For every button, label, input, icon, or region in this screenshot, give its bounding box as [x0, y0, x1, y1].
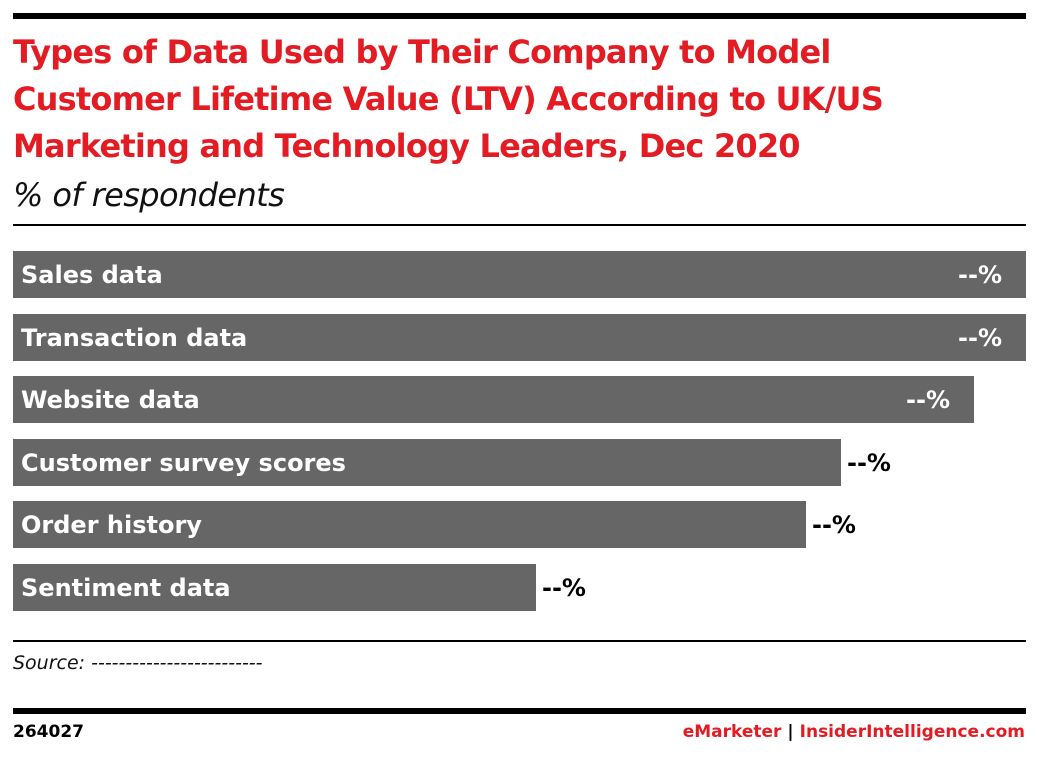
bar-value-label: --%	[812, 511, 856, 539]
bar-category-label: Customer survey scores	[21, 449, 346, 477]
source-note: Source: -------------------------	[13, 652, 263, 674]
header-rule	[13, 224, 1026, 226]
bar	[13, 564, 536, 611]
chart-title: Types of Data Used by Their Company to M…	[13, 29, 1028, 170]
bar	[13, 251, 1026, 298]
bottom-rule	[13, 708, 1026, 714]
chart-title-line-2: Customer Lifetime Value (LTV) According …	[13, 80, 884, 118]
bar	[13, 376, 974, 423]
bar-category-label: Website data	[21, 386, 200, 414]
bar-category-label: Transaction data	[21, 324, 247, 352]
bar	[13, 314, 1026, 361]
brand-emarketer: eMarketer	[682, 722, 782, 742]
chart-subtitle: % of respondents	[13, 176, 285, 214]
chart-title-line-3: Marketing and Technology Leaders, Dec 20…	[13, 127, 801, 165]
bar-category-label: Sentiment data	[21, 574, 231, 602]
bar-value-label: --%	[958, 261, 1002, 289]
top-rule	[13, 13, 1026, 19]
bar-chart: Sales data --% Transaction data --% Website …	[13, 251, 1026, 611]
bar-value-label: --%	[958, 324, 1002, 352]
brand-separator: |	[787, 722, 794, 742]
bar	[13, 439, 841, 486]
bar-value-label: --%	[542, 574, 586, 602]
bar-category-label: Order history	[21, 511, 202, 539]
chart-title-line-1: Types of Data Used by Their Company to M…	[13, 33, 831, 71]
footer-rule	[13, 640, 1026, 642]
brand-insider-intelligence: InsiderIntelligence.com	[799, 722, 1025, 742]
bar-value-label: --%	[847, 449, 891, 477]
bar-value-label: --%	[906, 386, 950, 414]
chart-id: 264027	[13, 722, 84, 742]
brand-credit: eMarketer | InsiderIntelligence.com	[683, 722, 1025, 742]
bar-category-label: Sales data	[21, 261, 163, 289]
bar	[13, 501, 806, 548]
